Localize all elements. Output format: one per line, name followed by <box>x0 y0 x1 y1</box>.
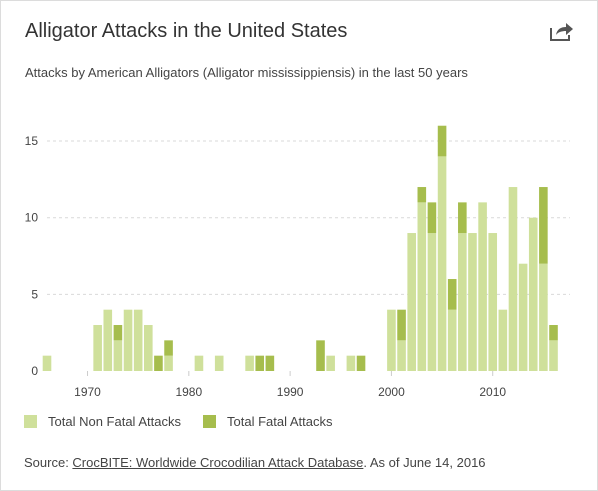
bar-non-fatal[interactable] <box>528 217 538 371</box>
bar-non-fatal[interactable] <box>214 355 224 371</box>
bar-non-fatal[interactable] <box>113 340 123 371</box>
bar-non-fatal[interactable] <box>407 233 416 371</box>
x-tick-label: 1970 <box>74 385 101 399</box>
bar-non-fatal[interactable] <box>42 355 52 371</box>
x-tick-label: 1990 <box>277 385 304 399</box>
bar-non-fatal[interactable] <box>397 340 406 371</box>
legend-swatch-non-fatal <box>24 415 37 428</box>
share-arrow-icon[interactable] <box>548 19 574 43</box>
bar-non-fatal[interactable] <box>427 233 437 371</box>
bar-fatal[interactable] <box>417 187 427 203</box>
bar-non-fatal[interactable] <box>326 355 335 371</box>
bar-non-fatal[interactable] <box>245 355 254 371</box>
y-tick-label: 5 <box>31 287 38 301</box>
bar-non-fatal[interactable] <box>93 325 102 371</box>
bar-non-fatal[interactable] <box>458 233 467 371</box>
bar-non-fatal[interactable] <box>437 156 447 371</box>
bar-non-fatal[interactable] <box>478 202 487 371</box>
bar-fatal[interactable] <box>397 309 406 341</box>
bar-chart: 0 5 10 15 1970 1980 1990 2000 2010 <box>25 125 570 399</box>
bar-fatal[interactable] <box>549 325 558 341</box>
bar-fatal[interactable] <box>437 125 447 157</box>
bar-non-fatal[interactable] <box>164 355 173 371</box>
bar-non-fatal[interactable] <box>103 309 113 371</box>
bar-non-fatal[interactable] <box>447 309 457 371</box>
bar-fatal[interactable] <box>113 325 123 341</box>
bar-fatal[interactable] <box>255 355 265 371</box>
bar-non-fatal[interactable] <box>549 340 558 371</box>
bars <box>42 125 558 371</box>
bar-non-fatal[interactable] <box>133 309 143 371</box>
x-axis-ticks: 1970 1980 1990 2000 2010 <box>74 371 506 399</box>
source-suffix: . As of June 14, 2016 <box>363 455 486 470</box>
y-tick-label: 10 <box>25 211 39 225</box>
bar-non-fatal[interactable] <box>123 309 133 371</box>
bar-fatal[interactable] <box>458 202 467 234</box>
y-axis-ticks: 0 5 10 15 <box>25 134 39 378</box>
legend-label-fatal: Total Fatal Attacks <box>227 414 333 429</box>
legend-swatch-fatal <box>203 415 216 428</box>
bar-fatal[interactable] <box>164 340 173 356</box>
x-tick-label: 1980 <box>175 385 202 399</box>
y-tick-label: 0 <box>31 364 38 378</box>
bar-fatal[interactable] <box>265 355 275 371</box>
source-link[interactable]: CrocBITE: Worldwide Crocodilian Attack D… <box>72 455 364 470</box>
legend-label-non-fatal: Total Non Fatal Attacks <box>48 414 181 429</box>
y-tick-label: 15 <box>25 134 39 148</box>
bar-fatal[interactable] <box>539 187 548 264</box>
source-prefix: Source: <box>24 455 73 470</box>
bar-non-fatal[interactable] <box>468 233 477 371</box>
bar-non-fatal[interactable] <box>194 355 204 371</box>
bar-non-fatal[interactable] <box>346 355 356 371</box>
bar-non-fatal[interactable] <box>508 187 518 371</box>
bar-fatal[interactable] <box>447 279 457 310</box>
bar-non-fatal[interactable] <box>518 263 528 371</box>
bar-fatal[interactable] <box>427 202 437 234</box>
chart-subtitle: Attacks by American Alligators (Alligato… <box>25 65 468 80</box>
x-tick-label: 2010 <box>479 385 506 399</box>
bar-non-fatal[interactable] <box>144 325 153 371</box>
bar-non-fatal[interactable] <box>539 263 548 371</box>
bar-non-fatal[interactable] <box>488 233 498 371</box>
source-note: Source: CrocBITE: Worldwide Crocodilian … <box>24 455 486 470</box>
bar-non-fatal[interactable] <box>498 309 508 371</box>
bar-non-fatal[interactable] <box>417 202 427 371</box>
bar-fatal[interactable] <box>356 355 366 371</box>
bar-fatal[interactable] <box>316 340 325 371</box>
bar-non-fatal[interactable] <box>387 309 396 371</box>
x-tick-label: 2000 <box>378 385 405 399</box>
chart-title: Alligator Attacks in the United States <box>25 20 348 42</box>
bar-fatal[interactable] <box>154 355 163 371</box>
